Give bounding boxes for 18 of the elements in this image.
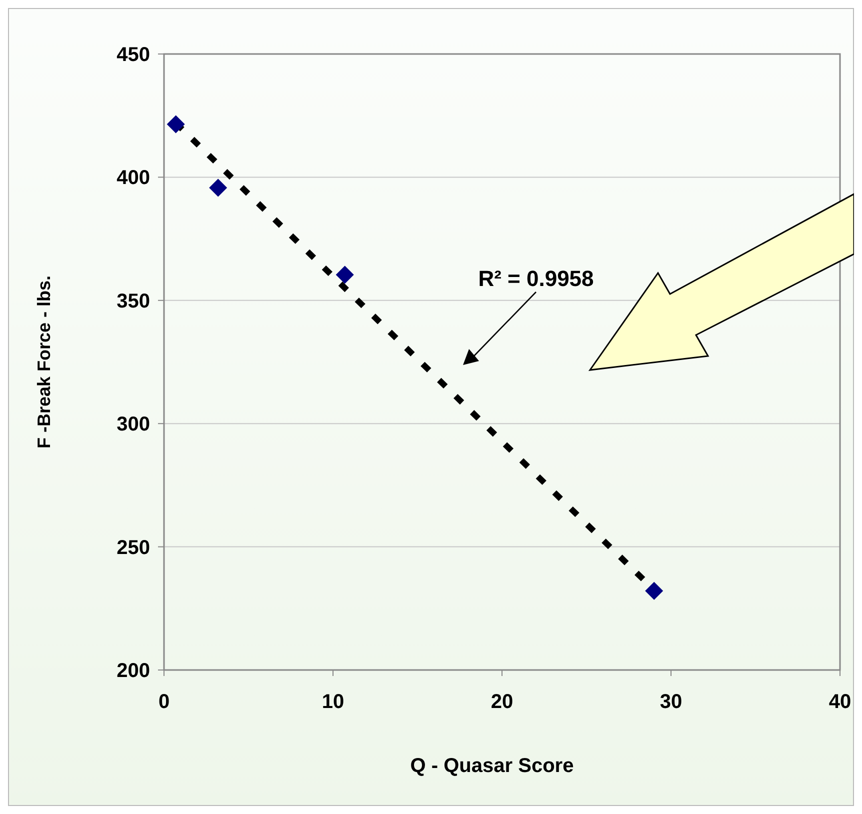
y-tick-label: 350 xyxy=(116,290,150,312)
point xyxy=(166,115,185,134)
point xyxy=(645,582,664,600)
y-axis-title: F -Break Force - lbs. xyxy=(34,275,54,449)
point xyxy=(209,178,228,197)
y-tick-label: 400 xyxy=(116,167,150,190)
y-tick-label: 250 xyxy=(116,536,150,559)
x-tick-label: 30 xyxy=(660,691,682,713)
x-tick-label: 0 xyxy=(158,691,170,713)
x-tick-label: 10 xyxy=(322,691,344,713)
x-axis-title: Q - Quasar Score xyxy=(410,755,574,777)
x-tick-label: 20 xyxy=(490,691,514,713)
annotation: R² = 0.9958 xyxy=(478,266,594,291)
y-tick-label: 300 xyxy=(116,414,150,436)
y-tick-label: 200 xyxy=(116,660,150,682)
y-tick-label: 450 xyxy=(116,44,150,66)
point xyxy=(336,266,354,284)
x-tick-label: 40 xyxy=(828,691,852,713)
